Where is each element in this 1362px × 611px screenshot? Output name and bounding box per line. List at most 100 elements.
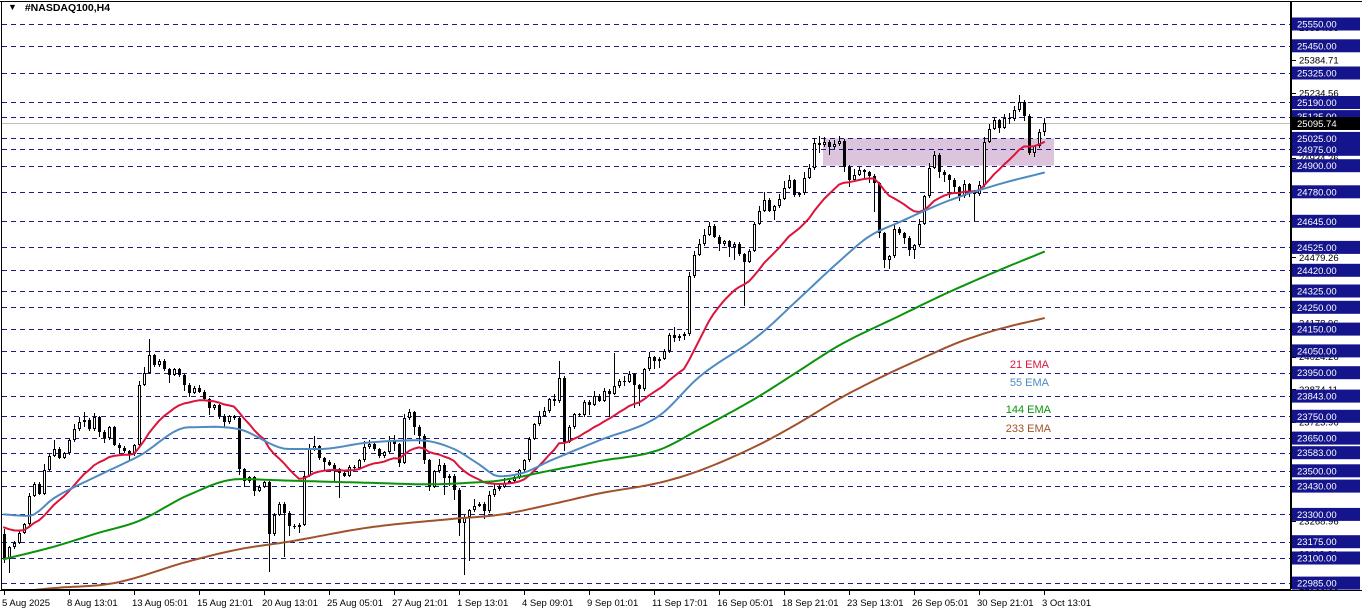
candle-wick [734,242,735,260]
time-tick-label: 13 Aug 05:01 [132,598,188,609]
candle-bearish [878,183,881,233]
ema-label-233-ema: 233 EMA [1006,423,1052,435]
candle-bullish-fill [259,488,260,490]
candle-bearish [653,357,656,361]
candle-wick [474,499,475,512]
candle-bullish-fill [984,143,985,184]
candle-bearish [168,369,171,375]
candle-bearish [398,444,401,463]
candle-wick [829,140,830,155]
plot-area[interactable]: 21 EMA 55 EMA 144 EMA 233 EMA [2,24,1290,593]
candle-bearish [578,414,581,415]
candle-bullish-fill [274,516,275,533]
candle-bullish-fill [34,485,35,495]
level-price-tag: 24420.00 [1292,263,1360,277]
text-shape: 24900.00 [1297,161,1337,172]
candle-bullish-fill [54,450,55,455]
ema-line-233[interactable] [4,317,1045,593]
rect-shape [1292,464,1360,478]
time-tick-label: 27 Aug 21:01 [392,598,448,609]
price-tick-label: 24479.26 [1299,253,1339,264]
candle-bullish-fill [1014,111,1015,118]
candles [3,95,1046,575]
candle-bullish-fill [694,256,695,275]
time-axis[interactable]: 5 Aug 2025 8 Aug 13:01 13 Aug 05:01 15 Aug … [2,591,1091,609]
candle-bearish [113,427,116,445]
candle-bullish-fill [964,185,965,195]
ema-line-55[interactable] [3,171,1045,517]
text-shape: 23950.00 [1297,368,1337,379]
level-price-tag: 25450.00 [1292,39,1360,53]
candle-bearish [948,175,951,180]
ema-line-21[interactable] [3,141,1045,532]
candle-bullish-fill [789,181,790,187]
candle-bearish [638,385,641,389]
candle-wick [589,400,590,415]
time-tick-label: 23 Sep 13:01 [847,598,904,609]
symbol-label-group[interactable]: ▼ #NASDAQ100,H4 [8,2,110,14]
candle-bullish-fill [29,497,30,523]
text-shape: 23843.00 [1297,392,1337,403]
level-price-tag: 24900.00 [1292,159,1360,173]
candle-bearish [203,392,206,399]
candle-bearish [118,445,121,448]
level-price-tag: 23583.00 [1292,446,1360,459]
candle-bearish [183,375,186,385]
candle-bearish [458,490,461,523]
rect-shape [1292,214,1360,228]
candle-bullish-fill [9,548,10,558]
candle-wick [299,523,300,533]
level-price-tag: 24525.00 [1292,240,1360,254]
candle-bullish [798,193,801,195]
candle-bearish [938,155,941,172]
time-tick-label: 16 Sep 05:01 [717,598,774,609]
candle-bullish [683,334,686,336]
candle-bearish [268,482,271,534]
dropdown-arrow-icon[interactable]: ▼ [8,2,17,12]
rect-shape [1292,142,1360,156]
candle-wick [314,436,315,451]
ema-line-144[interactable] [3,250,1045,561]
level-price-tag: 23750.00 [1292,409,1360,423]
rect-shape [1292,240,1360,254]
candle-bullish [508,481,511,483]
candle-bullish-fill [594,397,595,404]
rect-shape [1292,507,1360,521]
time-tick-label: 25 Aug 05:01 [327,598,383,609]
level-price-tag: 23843.00 [1292,389,1360,403]
candle-bearish [953,180,956,187]
time-tick-label: 3 Oct 13:01 [1042,598,1091,609]
candle-wick [169,368,170,383]
candle-bullish-fill [494,490,495,494]
candle-bearish [188,385,191,393]
candle-wick [54,440,55,457]
candle-bullish-fill [524,461,525,469]
time-tick-label: 18 Sep 21:01 [782,598,839,609]
candle-bullish [498,487,501,489]
candle-bearish [123,448,126,451]
candle-bullish-fill [304,477,305,524]
candle-wick [449,474,450,486]
candle-bullish-fill [804,179,805,192]
candle-bearish [998,120,1001,128]
candle-bearish [38,484,41,494]
price-axis[interactable]: 25534.8625384.7125234.5625084.4124934.26… [1292,17,1360,594]
candle-bullish-fill [894,230,895,255]
candle-bullish-fill [1039,133,1040,145]
time-tick-label: 20 Aug 13:01 [262,598,318,609]
level-price-tag: 25025.00 [1292,131,1360,145]
candle-wick [744,253,745,306]
rect-shape [1292,535,1360,549]
level-price-tag: 25190.00 [1292,96,1360,109]
text-shape: 24325.00 [1297,287,1337,298]
level-price-tag: 24150.00 [1292,322,1360,336]
candle-bearish [3,534,6,559]
candle-bullish-fill [64,454,65,457]
time-tick-label: 1 Sep 13:01 [457,598,508,609]
candle-bearish [553,399,556,401]
candle-bullish-fill [839,142,840,143]
candle-bearish [323,458,326,462]
candle-wick [774,205,775,220]
